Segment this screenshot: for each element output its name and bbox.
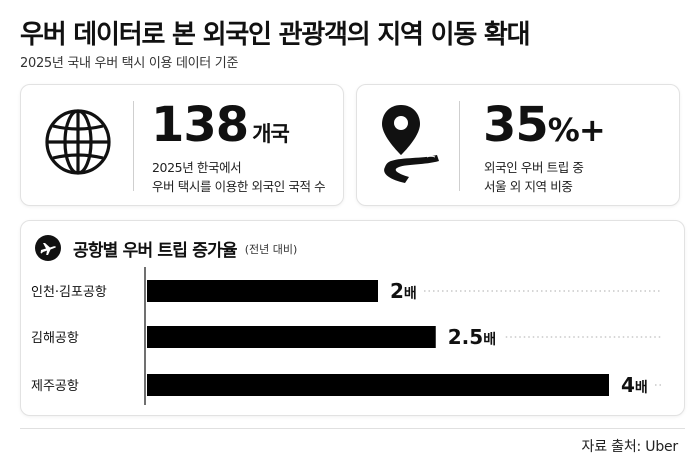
stat-desc-line: 우버 택시를 이용한 외국인 국적 수 (152, 179, 326, 194)
divider (133, 101, 134, 191)
divider (459, 101, 460, 191)
source-credit: 자료 출처: Uber (581, 439, 679, 455)
stat-unit: %+ (547, 111, 606, 149)
data-label: 2.5배 (448, 325, 496, 349)
chart-title: 공항별 우버 트립 증가율 (73, 240, 238, 261)
chart-header: 공항별 우버 트립 증가율 (전년 대비) (35, 235, 297, 261)
category-label: 제주공항 (31, 379, 79, 394)
data-label: 4배 (621, 373, 648, 397)
stat-value: 138 개국 (151, 101, 290, 149)
data-label: 2배 (390, 279, 417, 303)
stat-number: 138 (151, 97, 249, 153)
footer-divider (20, 428, 685, 429)
bar (147, 280, 378, 302)
chart-note: (전년 대비) (244, 243, 298, 256)
page-subtitle: 2025년 국내 우버 택시 이용 데이터 기준 (20, 56, 239, 71)
airplane-icon (35, 235, 61, 261)
stat-card-regional-share: 35%+ 외국인 우버 트립 중 서울 외 지역 비중 (356, 84, 680, 206)
stat-desc-line: 2025년 한국에서 (152, 160, 242, 175)
stat-unit: 개국 (252, 122, 290, 146)
bar (147, 374, 609, 396)
location-pin-road-icon (377, 101, 443, 185)
stat-desc-line: 외국인 우버 트립 중 (484, 160, 584, 175)
stat-value: 35%+ (483, 101, 606, 149)
stat-description: 2025년 한국에서 우버 택시를 이용한 외국인 국적 수 (152, 158, 326, 196)
stat-desc-line: 서울 외 지역 비중 (484, 179, 573, 194)
globe-icon (43, 107, 113, 177)
stat-number: 35 (483, 97, 549, 153)
stat-card-countries: 138 개국 2025년 한국에서 우버 택시를 이용한 외국인 국적 수 (20, 84, 344, 206)
page-title: 우버 데이터로 본 외국인 관광객의 지역 이동 확대 (20, 20, 531, 50)
category-label: 김해공항 (31, 331, 79, 346)
stat-description: 외국인 우버 트립 중 서울 외 지역 비중 (484, 158, 584, 196)
bar (147, 326, 436, 348)
category-label: 인천·김포공항 (31, 285, 107, 300)
